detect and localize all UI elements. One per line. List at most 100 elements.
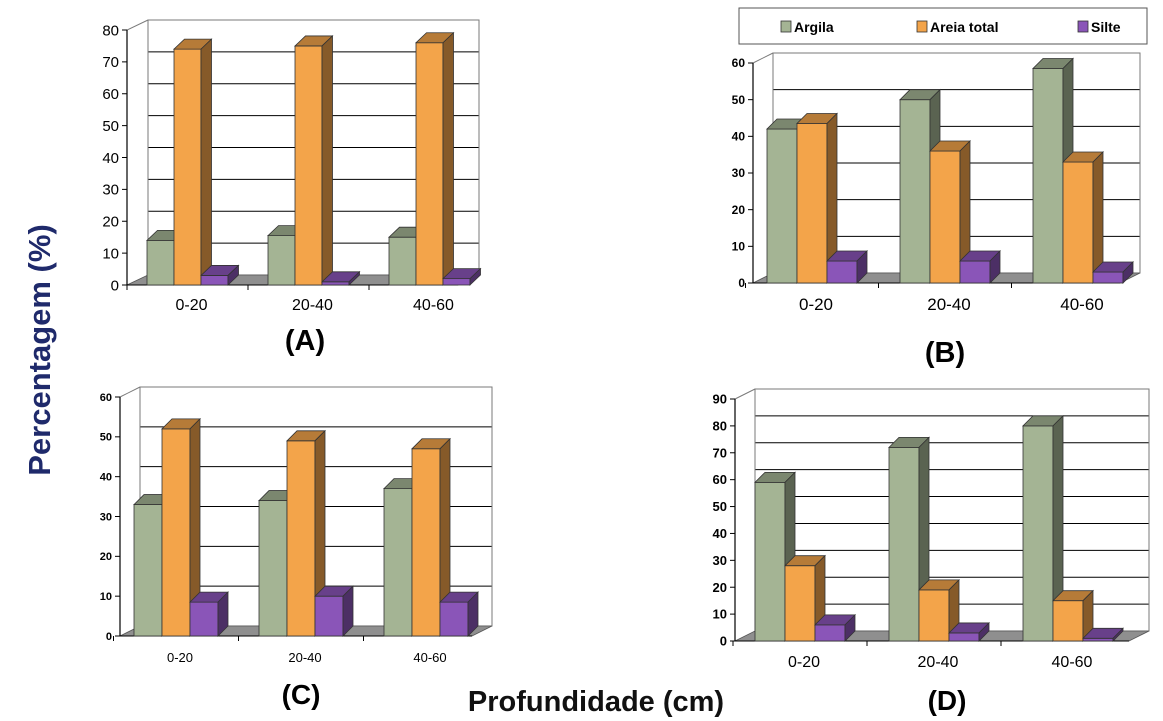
bar-side <box>467 591 479 637</box>
bar-front <box>796 123 828 284</box>
x-tick-label: 0-20 <box>167 650 193 665</box>
legend-label-argila: Argila <box>794 19 834 35</box>
panel-label: (A) <box>285 325 325 357</box>
bar-areia-total-40-60 <box>415 31 455 286</box>
bar-front <box>826 260 858 284</box>
bar-front <box>754 481 786 642</box>
x-tick-label: 20-40 <box>292 297 333 314</box>
x-tick-label: 40-60 <box>1060 295 1103 314</box>
y-tick-label: 80 <box>102 22 119 39</box>
panel-c: 0 10 20 30 40 50 60 0-20 20-40 40-60 (C) <box>100 386 493 710</box>
bar-silte-40-60 <box>1092 261 1134 284</box>
y-tick-label: 40 <box>732 130 746 144</box>
bar-front <box>814 624 846 642</box>
bar-areia-total-40-60 <box>1062 151 1104 284</box>
y-tick-label: 50 <box>713 499 727 514</box>
bar-front <box>899 99 931 284</box>
bar-argila-40-60 <box>1022 414 1064 642</box>
y-tick-label: 10 <box>713 607 727 622</box>
side-wall-edge <box>752 52 774 64</box>
bar-side <box>1112 627 1124 642</box>
x-tick-label: 20-40 <box>288 650 321 665</box>
x-tick-label: 20-40 <box>927 295 970 314</box>
bar-side <box>227 264 239 286</box>
panel-a: 0 10 20 30 40 50 60 70 80 0-20 20-40 40-60 (A) <box>102 19 482 357</box>
bar-side <box>978 621 990 642</box>
bar-side <box>217 591 229 637</box>
y-tick-label: 30 <box>102 182 119 199</box>
bar-front <box>133 504 163 637</box>
figure-y-axis-title: Percentagem (%) <box>22 224 57 476</box>
y-tick-label: 30 <box>713 553 727 568</box>
y-tick-label: 20 <box>732 203 746 217</box>
panel-d: 0 10 20 30 40 50 60 70 80 90 0-20 20-40 40-60 (D) <box>713 388 1150 716</box>
side-wall-edge <box>734 388 756 400</box>
bar-front <box>415 42 444 286</box>
y-tick-label: 40 <box>100 472 112 484</box>
y-tick-label: 0 <box>111 277 119 294</box>
y-tick-label: 60 <box>732 56 746 70</box>
bar-areia-total-0-20 <box>161 417 201 637</box>
bar-front <box>888 446 920 642</box>
y-tick-label: 10 <box>100 591 112 603</box>
bar-side <box>844 613 856 642</box>
bar-front <box>1022 425 1054 642</box>
y-tick-label: 0 <box>106 631 112 643</box>
bar-front <box>959 260 991 284</box>
bar-silte-40-60 <box>439 591 479 637</box>
x-tick-label: 0-20 <box>799 295 833 314</box>
y-tick-label: 10 <box>732 240 746 254</box>
legend-swatch-argila <box>780 20 792 33</box>
bar-areia-total-40-60 <box>1052 589 1094 642</box>
y-tick-label: 0 <box>738 276 745 290</box>
bar-front <box>929 150 961 284</box>
legend-swatch-silte <box>1077 20 1089 33</box>
bar-silte-20-40 <box>321 270 361 286</box>
bar-front <box>200 275 229 286</box>
bar-front <box>411 448 441 637</box>
bar-silte-0-20 <box>189 591 229 637</box>
bar-areia-total-20-40 <box>918 578 960 642</box>
x-tick-label: 0-20 <box>175 297 207 314</box>
side-wall-edge <box>119 386 141 398</box>
y-tick-label: 60 <box>100 392 112 404</box>
bar-side <box>1122 261 1134 284</box>
bar-front <box>161 428 191 637</box>
y-tick-label: 40 <box>713 526 727 541</box>
bar-areia-total-20-40 <box>294 35 334 286</box>
bar-front <box>948 632 980 642</box>
bar-front <box>918 589 950 642</box>
bar-front <box>314 595 344 637</box>
bar-silte-40-60 <box>442 267 482 286</box>
y-tick-label: 20 <box>100 551 112 563</box>
y-tick-label: 50 <box>100 432 112 444</box>
figure-x-axis-title: Profundidade (cm) <box>468 686 724 718</box>
bar-front <box>258 500 288 637</box>
bar-silte-20-40 <box>959 250 1001 284</box>
bar-side <box>348 270 360 286</box>
y-tick-label: 60 <box>713 472 727 487</box>
y-tick-label: 50 <box>732 93 746 107</box>
bar-areia-total-40-60 <box>411 437 451 637</box>
bar-side <box>469 267 481 286</box>
bar-front <box>321 281 350 286</box>
y-tick-label: 90 <box>713 392 727 407</box>
bar-side <box>321 35 333 286</box>
bar-side <box>200 38 212 286</box>
bar-areia-total-20-40 <box>286 429 326 637</box>
bar-silte-20-40 <box>948 621 990 642</box>
bar-areia-total-0-20 <box>173 38 213 286</box>
x-tick-label: 40-60 <box>1052 654 1093 671</box>
y-tick-label: 50 <box>102 118 119 135</box>
bar-front <box>1062 161 1094 284</box>
panel-label: (D) <box>928 685 967 716</box>
bar-side <box>342 585 354 637</box>
panel-b: 0 10 20 30 40 50 60 0-20 20-40 40-60 (B) <box>732 52 1141 369</box>
bar-front <box>173 48 202 286</box>
bar-front <box>388 236 417 286</box>
legend-label-areia-total: Areia total <box>930 19 998 35</box>
bar-silte-0-20 <box>200 264 240 286</box>
panel-label: (B) <box>925 337 965 369</box>
bar-front <box>267 235 296 286</box>
